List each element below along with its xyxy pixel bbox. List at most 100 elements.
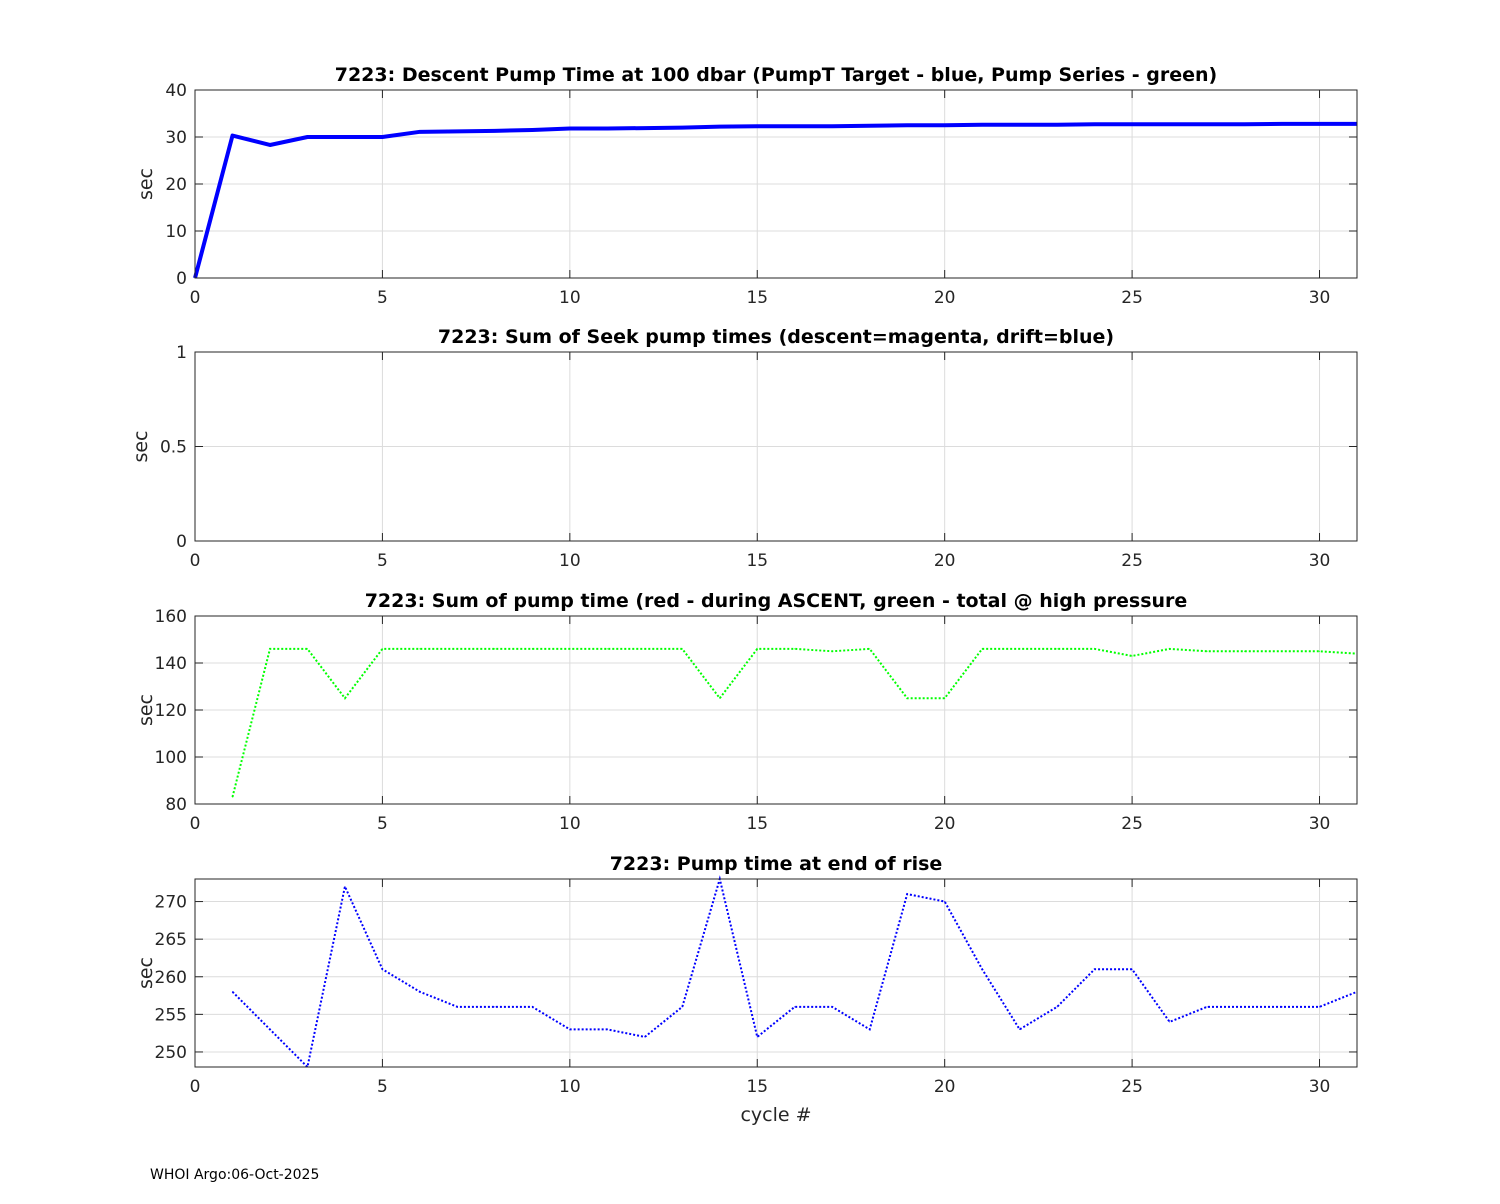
data-point	[944, 697, 946, 699]
x-tick-label: 10	[559, 551, 581, 571]
subplot-title: 7223: Pump time at end of rise	[610, 853, 943, 875]
y-axis-label: sec	[135, 168, 157, 200]
subplot-2: 0 5 10 15 20 25 30 0 0.5 1 7223: Sum of Seek pump …	[130, 326, 1358, 571]
data-point	[1319, 650, 1321, 652]
data-point	[269, 648, 271, 650]
x-tick-label: 15	[746, 288, 768, 308]
data-point	[569, 128, 571, 130]
y-tick-label: 0	[176, 269, 187, 289]
y-tick-label: 30	[165, 128, 187, 148]
data-point	[1094, 123, 1096, 125]
y-tick-label: 265	[155, 930, 187, 950]
y-axis-label: sec	[135, 957, 157, 989]
data-point	[344, 697, 346, 699]
data-point	[269, 1028, 271, 1030]
x-tick-label: 0	[190, 288, 201, 308]
data-point	[1019, 124, 1021, 126]
x-tick-label: 10	[559, 288, 581, 308]
data-point	[456, 1006, 458, 1008]
axes-frame	[194, 615, 1358, 805]
data-point	[1206, 650, 1208, 652]
data-point	[531, 1006, 533, 1008]
data-point	[831, 1006, 833, 1008]
data-point	[981, 648, 983, 650]
x-tick-label: 20	[934, 551, 956, 571]
subplot-1: 0 5 10 15 20 25 30 0 10 20 30 40 7223: Descent Pump …	[135, 64, 1358, 308]
data-point	[1056, 1006, 1058, 1008]
x-tick-label: 20	[934, 288, 956, 308]
data-point	[1094, 648, 1096, 650]
data-point	[419, 131, 421, 133]
x-tick-label: 15	[746, 1077, 768, 1097]
subplot-title: 7223: Sum of pump time (red - during ASC…	[365, 590, 1188, 612]
data-point	[1056, 124, 1058, 126]
data-point	[1244, 650, 1246, 652]
x-tick-label: 20	[934, 814, 956, 834]
y-tick-label: 100	[155, 748, 187, 768]
y-tick-label: 160	[155, 607, 187, 627]
data-point	[1169, 1021, 1171, 1023]
data-point	[906, 124, 908, 126]
subplot-title: 7223: Sum of Seek pump times (descent=ma…	[438, 326, 1114, 348]
x-tick-label: 15	[746, 814, 768, 834]
data-point	[381, 648, 383, 650]
y-tick-label: 260	[155, 968, 187, 988]
y-axis-label: sec	[135, 694, 157, 726]
data-point	[1244, 1006, 1246, 1008]
y-tick-label: 0	[176, 532, 187, 552]
data-point	[306, 136, 308, 138]
data-point	[456, 648, 458, 650]
data-point	[869, 648, 871, 650]
y-tick-label: 120	[155, 701, 187, 721]
data-point	[1206, 1006, 1208, 1008]
x-tick-label: 25	[1121, 1077, 1143, 1097]
x-tick-label: 30	[1309, 288, 1331, 308]
data-point	[569, 648, 571, 650]
x-tick-label: 0	[190, 814, 201, 834]
data-point	[681, 1006, 683, 1008]
data-point	[1131, 968, 1133, 970]
footer-credit: WHOI Argo:06-Oct-2025	[150, 1167, 320, 1183]
y-tick-label: 270	[155, 893, 187, 913]
data-point	[344, 136, 346, 138]
data-point	[419, 991, 421, 993]
x-tick-label: 5	[377, 288, 388, 308]
data-point	[794, 648, 796, 650]
axes-frame	[194, 878, 1358, 1068]
data-point	[906, 697, 908, 699]
y-axis-label: sec	[130, 430, 152, 462]
plot-area	[195, 879, 1357, 1067]
data-point	[1094, 968, 1096, 970]
data-point	[306, 648, 308, 650]
x-tick-label: 25	[1121, 288, 1143, 308]
x-tick-label: 0	[190, 551, 201, 571]
y-tick-label: 20	[165, 175, 187, 195]
data-point	[681, 648, 683, 650]
data-point	[981, 968, 983, 970]
data-point	[606, 128, 608, 130]
data-point	[531, 129, 533, 131]
y-tick-label: 0.5	[160, 438, 187, 458]
data-point	[344, 886, 346, 888]
data-point	[456, 130, 458, 132]
data-point	[719, 126, 721, 128]
subplot-title: 7223: Descent Pump Time at 100 dbar (Pum…	[335, 64, 1218, 86]
data-point	[494, 130, 496, 132]
data-point	[1131, 655, 1133, 657]
x-tick-label: 30	[1309, 551, 1331, 571]
x-axis-label: cycle #	[740, 1104, 811, 1126]
data-point	[606, 648, 608, 650]
y-tick-label: 1	[176, 343, 187, 363]
data-point	[381, 968, 383, 970]
data-point	[906, 893, 908, 895]
data-point	[1019, 648, 1021, 650]
data-point	[1206, 123, 1208, 125]
x-tick-label: 20	[934, 1077, 956, 1097]
data-point	[419, 648, 421, 650]
data-point	[1281, 123, 1283, 125]
data-point	[869, 125, 871, 127]
y-tick-label: 250	[155, 1043, 187, 1063]
subplot-3: 0 5 10 15 20 25 30 80 100 120 140 160 7223: Sum of p…	[135, 590, 1358, 834]
